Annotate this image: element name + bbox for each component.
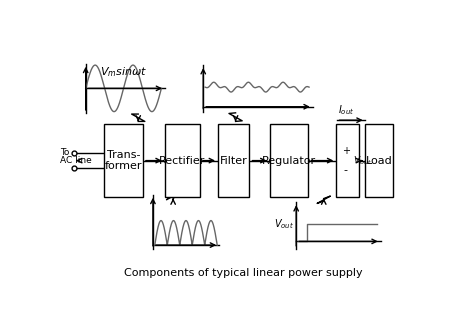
Text: $V_{out}$: $V_{out}$: [274, 218, 294, 231]
Text: $V_m$sin$\omega t$: $V_m$sin$\omega t$: [100, 65, 148, 79]
Text: To: To: [60, 148, 70, 156]
Bar: [270, 124, 308, 197]
Bar: [336, 124, 359, 197]
Text: -: -: [344, 165, 348, 176]
Text: $I_{out}$: $I_{out}$: [338, 103, 355, 117]
Bar: [365, 124, 392, 197]
Text: Trans-
former: Trans- former: [105, 150, 142, 171]
Text: AC line: AC line: [60, 156, 92, 165]
Text: Regulator: Regulator: [262, 156, 316, 166]
Text: Load: Load: [365, 156, 392, 166]
Bar: [104, 124, 143, 197]
Bar: [165, 124, 200, 197]
Text: Rectifier: Rectifier: [159, 156, 206, 166]
Text: $V_{out}$: $V_{out}$: [353, 154, 372, 167]
Text: Components of typical linear power supply: Components of typical linear power suppl…: [124, 268, 362, 278]
Bar: [218, 124, 249, 197]
Text: Filter: Filter: [220, 156, 247, 166]
Text: +: +: [342, 146, 350, 156]
